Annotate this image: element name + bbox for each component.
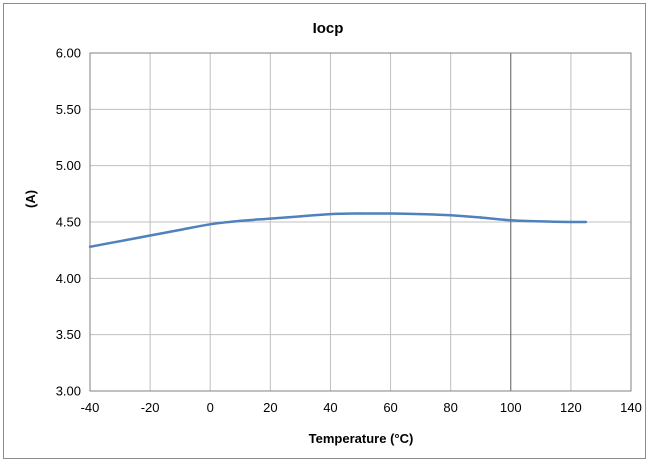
plot-area [89,52,632,392]
data-point [178,228,182,232]
x-tick-label: 80 [443,400,457,415]
series-layer [88,212,588,249]
data-point [209,223,212,226]
data-point [239,219,242,223]
data-point [449,214,452,217]
chart-svg: Iocp 3.00 3.50 4.00 4.50 5.00 5.50 6.00 -40 -20… [23,20,642,446]
data-point [419,212,422,216]
y-axis-ticks: 3.00 3.50 4.00 4.50 5.00 5.50 6.00 [56,46,81,399]
x-tick-label: 0 [207,400,214,415]
chart-frame: Iocp 3.00 3.50 4.00 4.50 5.00 5.50 6.00 -40 -20… [3,3,646,459]
x-axis-ticks: -40 -20 0 20 40 60 80 100 120 140 [81,400,642,415]
series-line [89,212,586,249]
data-point [269,217,272,220]
y-tick-label: 4.00 [56,271,81,286]
data-point [569,220,573,224]
chart-title: Iocp [313,20,344,37]
x-tick-label: -20 [141,400,160,415]
y-tick-label: 5.50 [56,102,81,117]
data-point [509,219,512,222]
x-tick-label: 20 [263,400,277,415]
y-tick-label: 3.00 [56,384,81,399]
data-point [479,216,482,219]
data-point [299,215,302,218]
y-axis-title: (A) [23,190,38,208]
x-tick-label: 40 [323,400,337,415]
x-tick-label: 100 [500,400,522,415]
y-tick-label: 3.50 [56,327,81,342]
y-tick-label: 6.00 [56,46,81,61]
data-point [359,212,362,215]
data-point [584,220,588,224]
x-tick-label: 60 [383,400,397,415]
data-point [148,234,152,237]
data-point [118,239,122,243]
x-axis-title: Temperature (°C) [309,431,414,446]
x-tick-label: -40 [81,400,100,415]
data-point [88,245,92,248]
grid [89,52,632,392]
x-tick-label: 140 [620,400,642,415]
data-point [539,220,543,223]
y-tick-label: 4.50 [56,215,81,230]
x-tick-label: 120 [560,400,582,415]
data-point [329,212,332,216]
data-point [389,212,392,215]
y-tick-label: 5.00 [56,158,81,173]
